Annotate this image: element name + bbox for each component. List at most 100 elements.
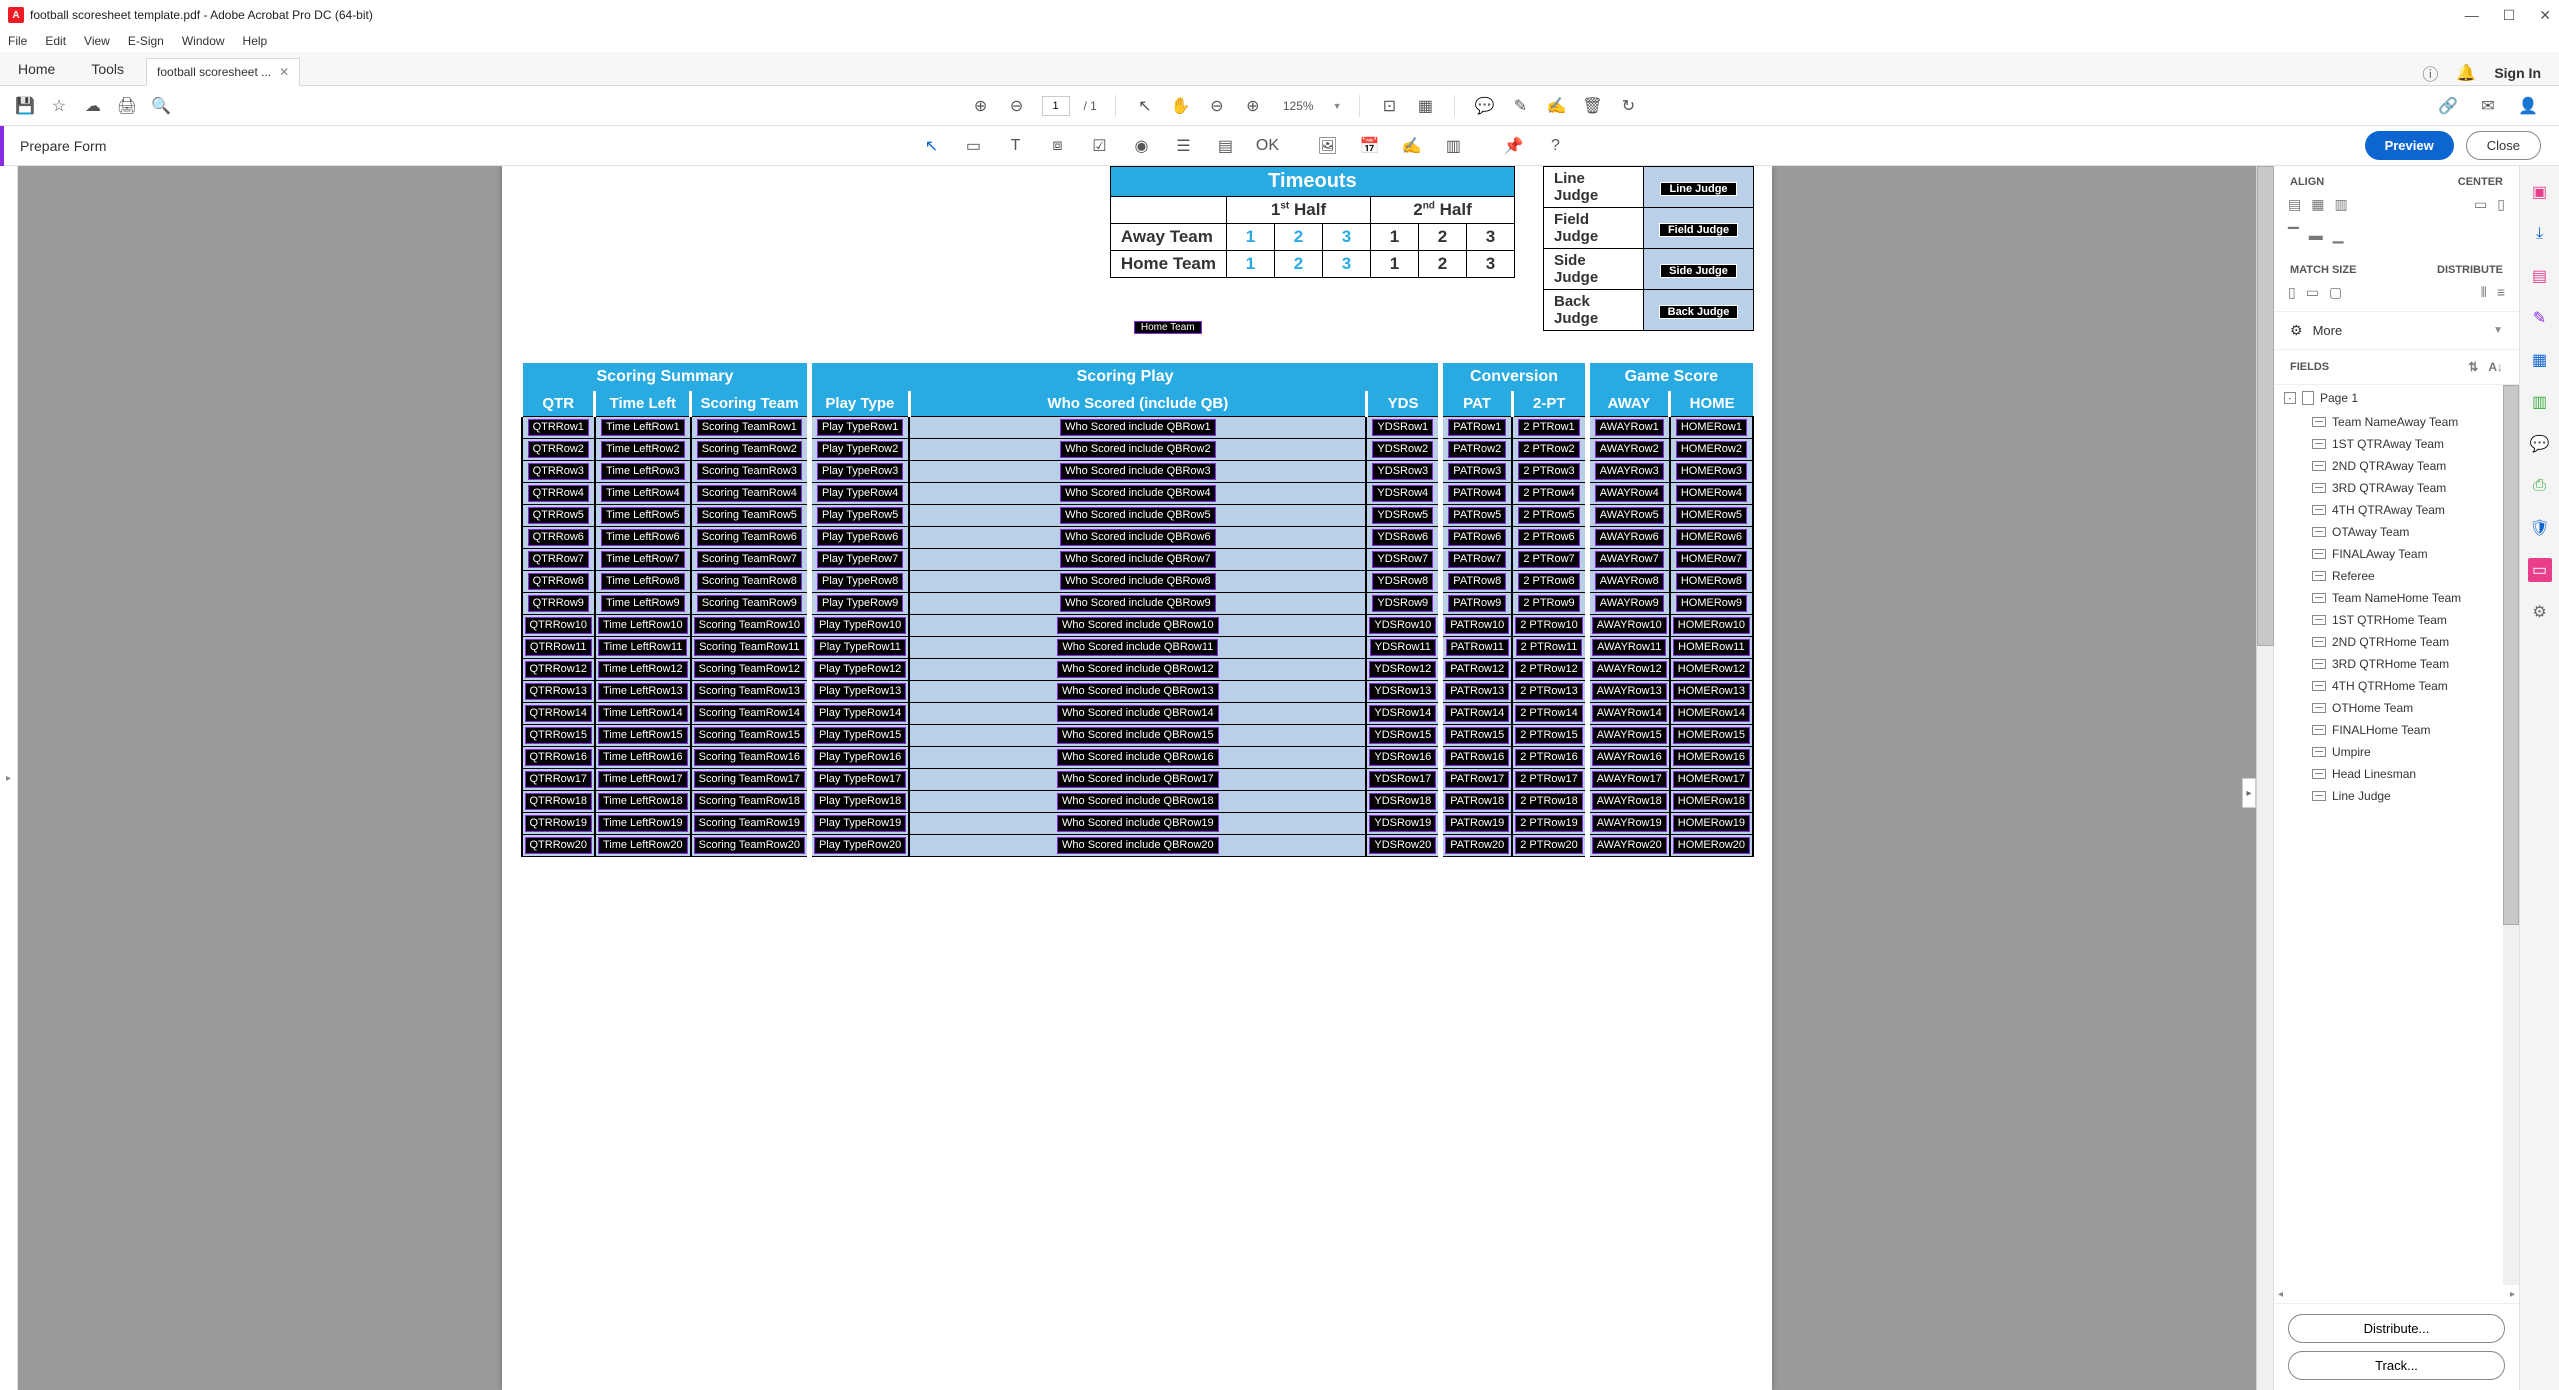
field-cell[interactable]: AWAYRow7 [1587,549,1670,571]
field-cell[interactable]: Time LeftRow1 [595,417,691,439]
field-cell[interactable]: 2 PTRow16 [1512,747,1587,769]
zoom-out-icon[interactable]: ⊖ [1206,95,1228,117]
field-cell[interactable]: PATRow19 [1441,813,1513,835]
rail-protect-icon[interactable]: 🛡 [2528,516,2552,540]
align-middle-icon[interactable]: ▬ [2309,227,2323,244]
highlight-icon[interactable]: ✎ [1509,95,1531,117]
field-cell[interactable]: PATRow8 [1441,571,1513,593]
barcode-tool-icon[interactable]: ▥ [1441,134,1465,158]
field-cell[interactable]: Time LeftRow6 [595,527,691,549]
field-cell[interactable]: 2 PTRow1 [1512,417,1587,439]
rail-form-icon[interactable]: ▭ [2528,558,2552,582]
field-cell[interactable]: Time LeftRow19 [595,813,691,835]
align-center-icon[interactable]: ▦ [2311,196,2324,213]
field-cell[interactable]: PATRow2 [1441,439,1513,461]
match-width-icon[interactable]: ▯ [2288,284,2296,301]
field-cell[interactable]: Who Scored include QBRow20 [909,835,1366,857]
field-cell[interactable]: 2 PTRow15 [1512,725,1587,747]
official-field[interactable]: Line Judge [1644,167,1754,208]
zoom-select[interactable]: 125% [1278,96,1319,116]
field-cell[interactable]: QTRRow10 [522,615,595,637]
field-cell[interactable]: AWAYRow16 [1587,747,1670,769]
field-cell[interactable]: 2 PTRow18 [1512,791,1587,813]
field-cell[interactable]: HOMERow10 [1670,615,1753,637]
match-both-icon[interactable]: ▢ [2329,284,2342,301]
field-cell[interactable]: Who Scored include QBRow2 [909,439,1366,461]
star-icon[interactable]: ☆ [48,95,70,117]
field-cell[interactable]: QTRRow2 [522,439,595,461]
field-cell[interactable]: QTRRow20 [522,835,595,857]
field-cell[interactable]: Scoring TeamRow11 [691,637,810,659]
field-cell[interactable]: YDSRow6 [1366,527,1440,549]
close-icon[interactable]: ✕ [2539,7,2551,24]
field-cell[interactable]: 2 PTRow11 [1512,637,1587,659]
field-cell[interactable]: Scoring TeamRow5 [691,505,810,527]
rail-sign-icon[interactable]: ✎ [2528,306,2552,330]
field-cell[interactable]: PATRow6 [1441,527,1513,549]
field-cell[interactable]: QTRRow7 [522,549,595,571]
field-cell[interactable]: YDSRow9 [1366,593,1440,615]
tree-field-item[interactable]: 1ST QTRAway Team [2274,433,2519,455]
menu-view[interactable]: View [84,34,110,48]
field-cell[interactable]: 2 PTRow8 [1512,571,1587,593]
field-cell[interactable]: Time LeftRow7 [595,549,691,571]
scroll-left-icon[interactable]: ◂ [2278,1289,2283,1300]
menu-edit[interactable]: Edit [45,34,66,48]
text-tool-icon[interactable]: T [1003,134,1027,158]
center-h-icon[interactable]: ▭ [2474,196,2487,213]
field-cell[interactable]: HOMERow11 [1670,637,1753,659]
field-cell[interactable]: QTRRow14 [522,703,595,725]
field-cell[interactable]: AWAYRow15 [1587,725,1670,747]
field-cell[interactable]: HOMERow1 [1670,417,1753,439]
sort-icon[interactable]: ⇅ [2468,360,2478,374]
field-cell[interactable]: PATRow13 [1441,681,1513,703]
field-cell[interactable]: Scoring TeamRow19 [691,813,810,835]
field-cell[interactable]: Play TypeRow4 [809,483,909,505]
field-cell[interactable]: Play TypeRow16 [809,747,909,769]
tree-field-item[interactable]: FINALHome Team [2274,719,2519,741]
field-cell[interactable]: YDSRow19 [1366,813,1440,835]
left-gutter[interactable]: ▸ [0,166,18,1390]
image-tool-icon[interactable]: 🖼 [1315,134,1339,158]
field-cell[interactable]: PATRow5 [1441,505,1513,527]
field-cell[interactable]: HOMERow13 [1670,681,1753,703]
field-cell[interactable]: Who Scored include QBRow5 [909,505,1366,527]
checkbox-tool-icon[interactable]: ☑ [1087,134,1111,158]
tab-tools[interactable]: Tools [73,53,142,85]
field-cell[interactable]: Who Scored include QBRow14 [909,703,1366,725]
field-cell[interactable]: 2 PTRow5 [1512,505,1587,527]
hand-icon[interactable]: ✋ [1170,95,1192,117]
field-cell[interactable]: Time LeftRow13 [595,681,691,703]
field-cell[interactable]: Time LeftRow9 [595,593,691,615]
tree-page-node[interactable]: - Page 1 [2274,385,2519,411]
field-cell[interactable]: Who Scored include QBRow19 [909,813,1366,835]
field-cell[interactable]: YDSRow13 [1366,681,1440,703]
field-cell[interactable]: Scoring TeamRow8 [691,571,810,593]
field-cell[interactable]: Play TypeRow3 [809,461,909,483]
field-cell[interactable]: Time LeftRow15 [595,725,691,747]
pointer-icon[interactable]: ↖ [1134,95,1156,117]
official-field[interactable]: Side Judge [1644,249,1754,290]
field-cell[interactable]: AWAYRow6 [1587,527,1670,549]
tree-field-item[interactable]: 4TH QTRAway Team [2274,499,2519,521]
pin-icon[interactable]: 📌 [1501,134,1525,158]
share-link-icon[interactable]: 🔗 [2437,95,2459,117]
page-up-icon[interactable]: ⊕ [970,95,992,117]
field-cell[interactable]: Scoring TeamRow4 [691,483,810,505]
field-cell[interactable]: Play TypeRow13 [809,681,909,703]
zoom-in-icon[interactable]: ⊕ [1242,95,1264,117]
field-cell[interactable]: PATRow16 [1441,747,1513,769]
match-height-icon[interactable]: ▭ [2306,284,2319,301]
field-cell[interactable]: Play TypeRow1 [809,417,909,439]
field-cell[interactable]: Play TypeRow8 [809,571,909,593]
field-cell[interactable]: Play TypeRow7 [809,549,909,571]
field-cell[interactable]: QTRRow16 [522,747,595,769]
textbox-tool-icon[interactable]: ⧈ [1045,134,1069,158]
field-cell[interactable]: Who Scored include QBRow8 [909,571,1366,593]
tree-field-item[interactable]: 2ND QTRAway Team [2274,455,2519,477]
field-cell[interactable]: Who Scored include QBRow9 [909,593,1366,615]
field-cell[interactable]: HOMERow4 [1670,483,1753,505]
field-cell[interactable]: QTRRow13 [522,681,595,703]
tree-field-item[interactable]: Referee [2274,565,2519,587]
field-cell[interactable]: 2 PTRow12 [1512,659,1587,681]
